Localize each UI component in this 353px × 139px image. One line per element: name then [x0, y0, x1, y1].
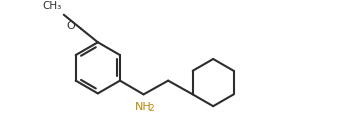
Text: 2: 2: [148, 104, 154, 113]
Text: CH₃: CH₃: [42, 2, 61, 12]
Text: O: O: [67, 21, 76, 31]
Text: NH: NH: [135, 102, 152, 112]
